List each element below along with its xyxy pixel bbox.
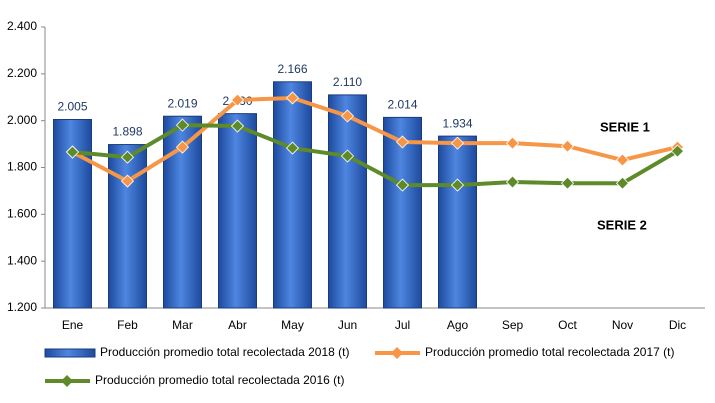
marker	[230, 93, 245, 107]
legend-swatch	[44, 348, 96, 358]
marker	[285, 141, 300, 155]
marker	[560, 176, 575, 190]
marker	[340, 149, 355, 163]
y-tick-label: 1.600	[7, 207, 37, 221]
marker	[560, 139, 575, 153]
x-tick-label: Feb	[117, 318, 138, 332]
x-tick-label: Jul	[395, 318, 410, 332]
y-tick-label: 1.200	[7, 300, 37, 314]
x-tick-label: Abr	[228, 318, 247, 332]
marker	[395, 178, 410, 192]
bar	[383, 116, 422, 309]
y-tick-label: 2.200	[7, 66, 37, 80]
marker	[175, 118, 190, 132]
data-label: 1.898	[112, 125, 142, 139]
marker	[505, 136, 520, 150]
marker	[450, 178, 465, 192]
marker	[670, 144, 685, 158]
marker	[450, 136, 465, 150]
marker	[340, 109, 355, 123]
annotation: SERIE 1	[600, 119, 650, 134]
legend-label: Producción promedio total recolectada 20…	[95, 373, 344, 387]
marker	[120, 174, 135, 188]
data-label: 2.019	[167, 96, 197, 110]
data-label: 2.166	[277, 62, 307, 76]
x-tick-label: Sep	[502, 318, 524, 332]
bar	[218, 113, 257, 309]
marker	[615, 176, 630, 190]
x-tick-label: May	[281, 318, 304, 332]
x-tick-label: Oct	[558, 318, 577, 332]
line	[72, 123, 679, 188]
line	[71, 95, 678, 184]
marker	[615, 153, 630, 167]
marker	[175, 140, 190, 154]
marker	[120, 150, 135, 164]
x-tick-label: Jun	[338, 318, 357, 332]
x-tick-label: Dic	[669, 318, 686, 332]
marker	[395, 135, 410, 149]
y-tick-label: 2.000	[7, 113, 37, 127]
data-label: 2.005	[57, 100, 87, 114]
x-tick-label: Mar	[172, 318, 193, 332]
marker	[505, 175, 520, 189]
bar	[328, 94, 367, 309]
bar	[108, 144, 147, 309]
x-tick-label: Nov	[612, 318, 633, 332]
data-label: 2.014	[387, 98, 417, 112]
x-tick-label: Ago	[447, 318, 469, 332]
legend-label: Producción promedio total recolectada 20…	[100, 345, 349, 359]
bar	[438, 135, 477, 309]
data-label: 2.110	[333, 75, 362, 89]
annotation: SERIE 2	[597, 217, 647, 232]
legend-label: Producción promedio total recolectada 20…	[425, 345, 674, 359]
legend-marker	[61, 375, 73, 387]
data-label: 1.934	[442, 116, 472, 130]
marker	[230, 119, 245, 133]
legend-marker	[391, 347, 403, 359]
x-tick-label: Ene	[62, 318, 84, 332]
bar	[273, 81, 312, 309]
y-tick-label: 1.400	[7, 253, 37, 267]
y-tick-label: 1.800	[7, 160, 37, 174]
marker	[65, 145, 80, 159]
marker	[285, 91, 300, 105]
y-tick-label: 2.400	[7, 19, 37, 33]
